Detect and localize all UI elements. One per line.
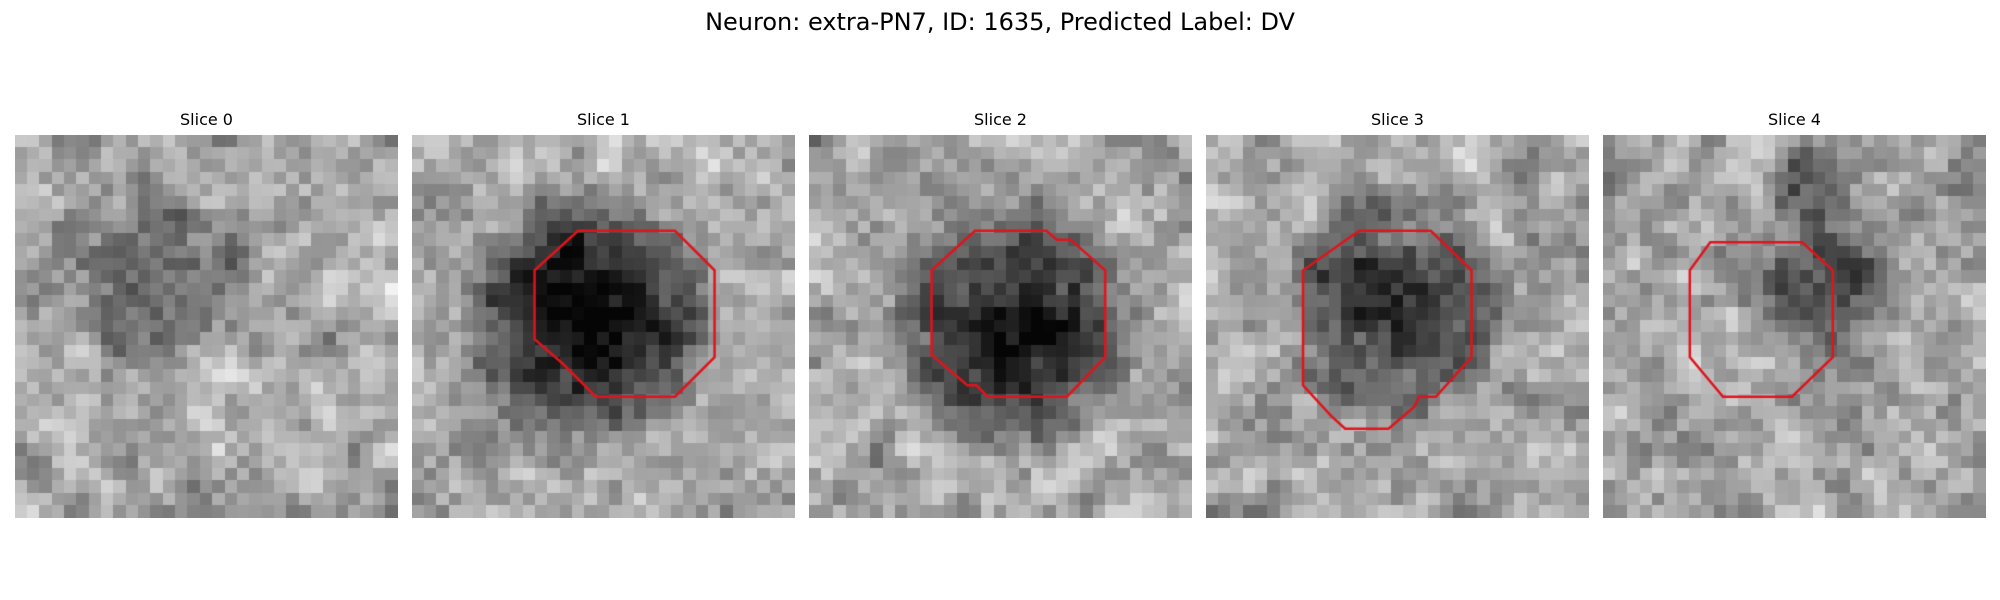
slice-title: Slice 1	[577, 110, 630, 129]
slice-image	[809, 135, 1192, 518]
slice-image	[1603, 135, 1986, 518]
slice-panel: Slice 3	[1206, 108, 1589, 518]
slice-title: Slice 4	[1768, 110, 1821, 129]
slice-panel: Slice 0	[15, 108, 398, 518]
slice-image	[1206, 135, 1589, 518]
slice-title: Slice 0	[180, 110, 233, 129]
slice-image	[412, 135, 795, 518]
slice-panel: Slice 1	[412, 108, 795, 518]
slice-title: Slice 2	[974, 110, 1027, 129]
slice-image	[15, 135, 398, 518]
figure-title: Neuron: extra-PN7, ID: 1635, Predicted L…	[705, 8, 1295, 36]
slice-panel: Slice 2	[809, 108, 1192, 518]
slice-panel: Slice 4	[1603, 108, 1986, 518]
slice-title: Slice 3	[1371, 110, 1424, 129]
